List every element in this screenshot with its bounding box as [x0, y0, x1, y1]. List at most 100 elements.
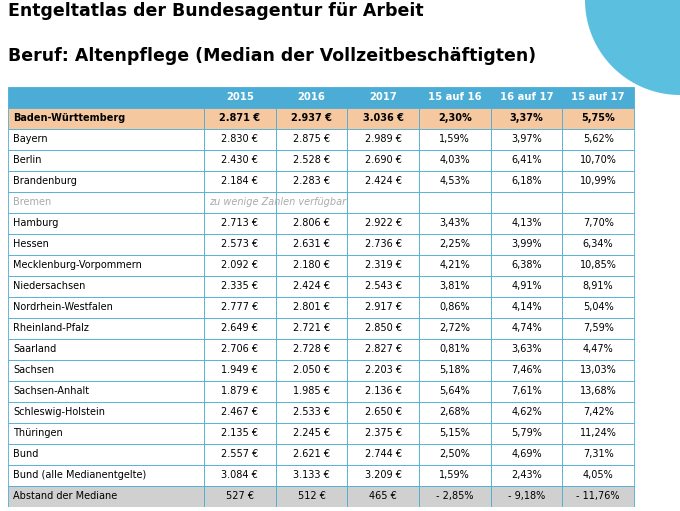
Bar	[562, 360, 634, 381]
Text: 3.036 €: 3.036 €	[362, 113, 403, 123]
Text: Nordrhein-Westfalen: Nordrhein-Westfalen	[14, 303, 114, 312]
Bar	[562, 213, 634, 234]
Text: 1.879 €: 1.879 €	[222, 386, 258, 397]
Bar	[275, 402, 347, 423]
Bar	[562, 297, 634, 318]
Text: Bund: Bund	[14, 449, 39, 459]
Bar	[562, 402, 634, 423]
Text: 2.721 €: 2.721 €	[293, 323, 330, 333]
Bar	[419, 423, 491, 444]
Text: Bund (alle Medianentgelte): Bund (alle Medianentgelte)	[14, 471, 147, 480]
Text: Bremen: Bremen	[14, 197, 52, 207]
Text: 4,13%: 4,13%	[511, 218, 542, 228]
Bar	[275, 255, 347, 276]
Bar	[419, 360, 491, 381]
Bar	[275, 465, 347, 486]
Text: 7,31%: 7,31%	[583, 449, 613, 459]
Bar	[204, 192, 275, 213]
Text: 2.375 €: 2.375 €	[364, 428, 402, 438]
Text: - 11,76%: - 11,76%	[577, 492, 620, 501]
Bar	[275, 87, 347, 108]
Text: 6,41%: 6,41%	[511, 155, 542, 166]
Bar	[8, 465, 204, 486]
Text: 3.209 €: 3.209 €	[364, 471, 402, 480]
Bar	[8, 360, 204, 381]
Bar	[204, 150, 275, 171]
Text: Schleswig-Holstein: Schleswig-Holstein	[14, 407, 105, 417]
Text: Berlin: Berlin	[14, 155, 42, 166]
Bar	[347, 381, 419, 402]
Bar	[8, 423, 204, 444]
Bar	[347, 297, 419, 318]
Text: 4,62%: 4,62%	[511, 407, 542, 417]
Text: 15 auf 16: 15 auf 16	[428, 92, 481, 102]
Bar	[275, 129, 347, 150]
Text: 2.203 €: 2.203 €	[364, 365, 402, 376]
Bar	[491, 129, 562, 150]
Bar	[419, 465, 491, 486]
Bar	[8, 297, 204, 318]
Text: 2.922 €: 2.922 €	[364, 218, 402, 228]
Text: 5,64%: 5,64%	[439, 386, 470, 397]
Bar	[8, 318, 204, 339]
Bar	[275, 444, 347, 465]
Text: 2.573 €: 2.573 €	[221, 239, 258, 249]
Bar	[347, 171, 419, 192]
Bar	[204, 402, 275, 423]
Text: 2,43%: 2,43%	[511, 471, 542, 480]
Text: 2.319 €: 2.319 €	[364, 261, 402, 270]
Text: 4,47%: 4,47%	[583, 344, 613, 355]
Text: 2.557 €: 2.557 €	[221, 449, 258, 459]
Text: 2.830 €: 2.830 €	[222, 134, 258, 145]
Bar	[491, 381, 562, 402]
Bar	[275, 486, 347, 507]
Text: 2.180 €: 2.180 €	[293, 261, 330, 270]
Bar	[419, 381, 491, 402]
Bar	[8, 339, 204, 360]
Text: 2.528 €: 2.528 €	[293, 155, 330, 166]
Bar	[491, 402, 562, 423]
Text: 527 €: 527 €	[226, 492, 254, 501]
Text: 2.989 €: 2.989 €	[364, 134, 402, 145]
Text: 7,61%: 7,61%	[511, 386, 542, 397]
Bar	[8, 87, 204, 108]
Text: 3,63%: 3,63%	[511, 344, 542, 355]
Text: 3,43%: 3,43%	[439, 218, 470, 228]
Bar	[347, 234, 419, 255]
Polygon shape	[585, 0, 680, 95]
Text: 2.135 €: 2.135 €	[221, 428, 258, 438]
Bar	[204, 87, 275, 108]
Bar	[204, 465, 275, 486]
Bar	[8, 150, 204, 171]
Bar	[275, 234, 347, 255]
Text: 16 auf 17: 16 auf 17	[500, 92, 554, 102]
Text: 2.806 €: 2.806 €	[293, 218, 330, 228]
Bar	[8, 381, 204, 402]
Text: 3,37%: 3,37%	[509, 113, 543, 123]
Bar	[491, 213, 562, 234]
Text: 5,62%: 5,62%	[583, 134, 613, 145]
Bar	[275, 381, 347, 402]
Bar	[204, 108, 275, 129]
Text: Sachsen-Anhalt: Sachsen-Anhalt	[14, 386, 90, 397]
Text: 3,81%: 3,81%	[439, 282, 470, 291]
Bar	[562, 150, 634, 171]
Bar	[204, 213, 275, 234]
Text: 11,24%: 11,24%	[580, 428, 617, 438]
Bar	[419, 402, 491, 423]
Bar	[204, 129, 275, 150]
Bar	[347, 150, 419, 171]
Text: Abstand der Mediane: Abstand der Mediane	[14, 492, 118, 501]
Text: 2.533 €: 2.533 €	[293, 407, 330, 417]
Bar	[491, 444, 562, 465]
Bar	[562, 129, 634, 150]
Text: 2.937 €: 2.937 €	[291, 113, 332, 123]
Bar	[491, 318, 562, 339]
Text: 1.985 €: 1.985 €	[293, 386, 330, 397]
Bar	[562, 444, 634, 465]
Bar	[275, 213, 347, 234]
Bar	[419, 486, 491, 507]
Text: 2.136 €: 2.136 €	[364, 386, 402, 397]
Bar	[8, 486, 204, 507]
Text: 2.690 €: 2.690 €	[364, 155, 402, 166]
